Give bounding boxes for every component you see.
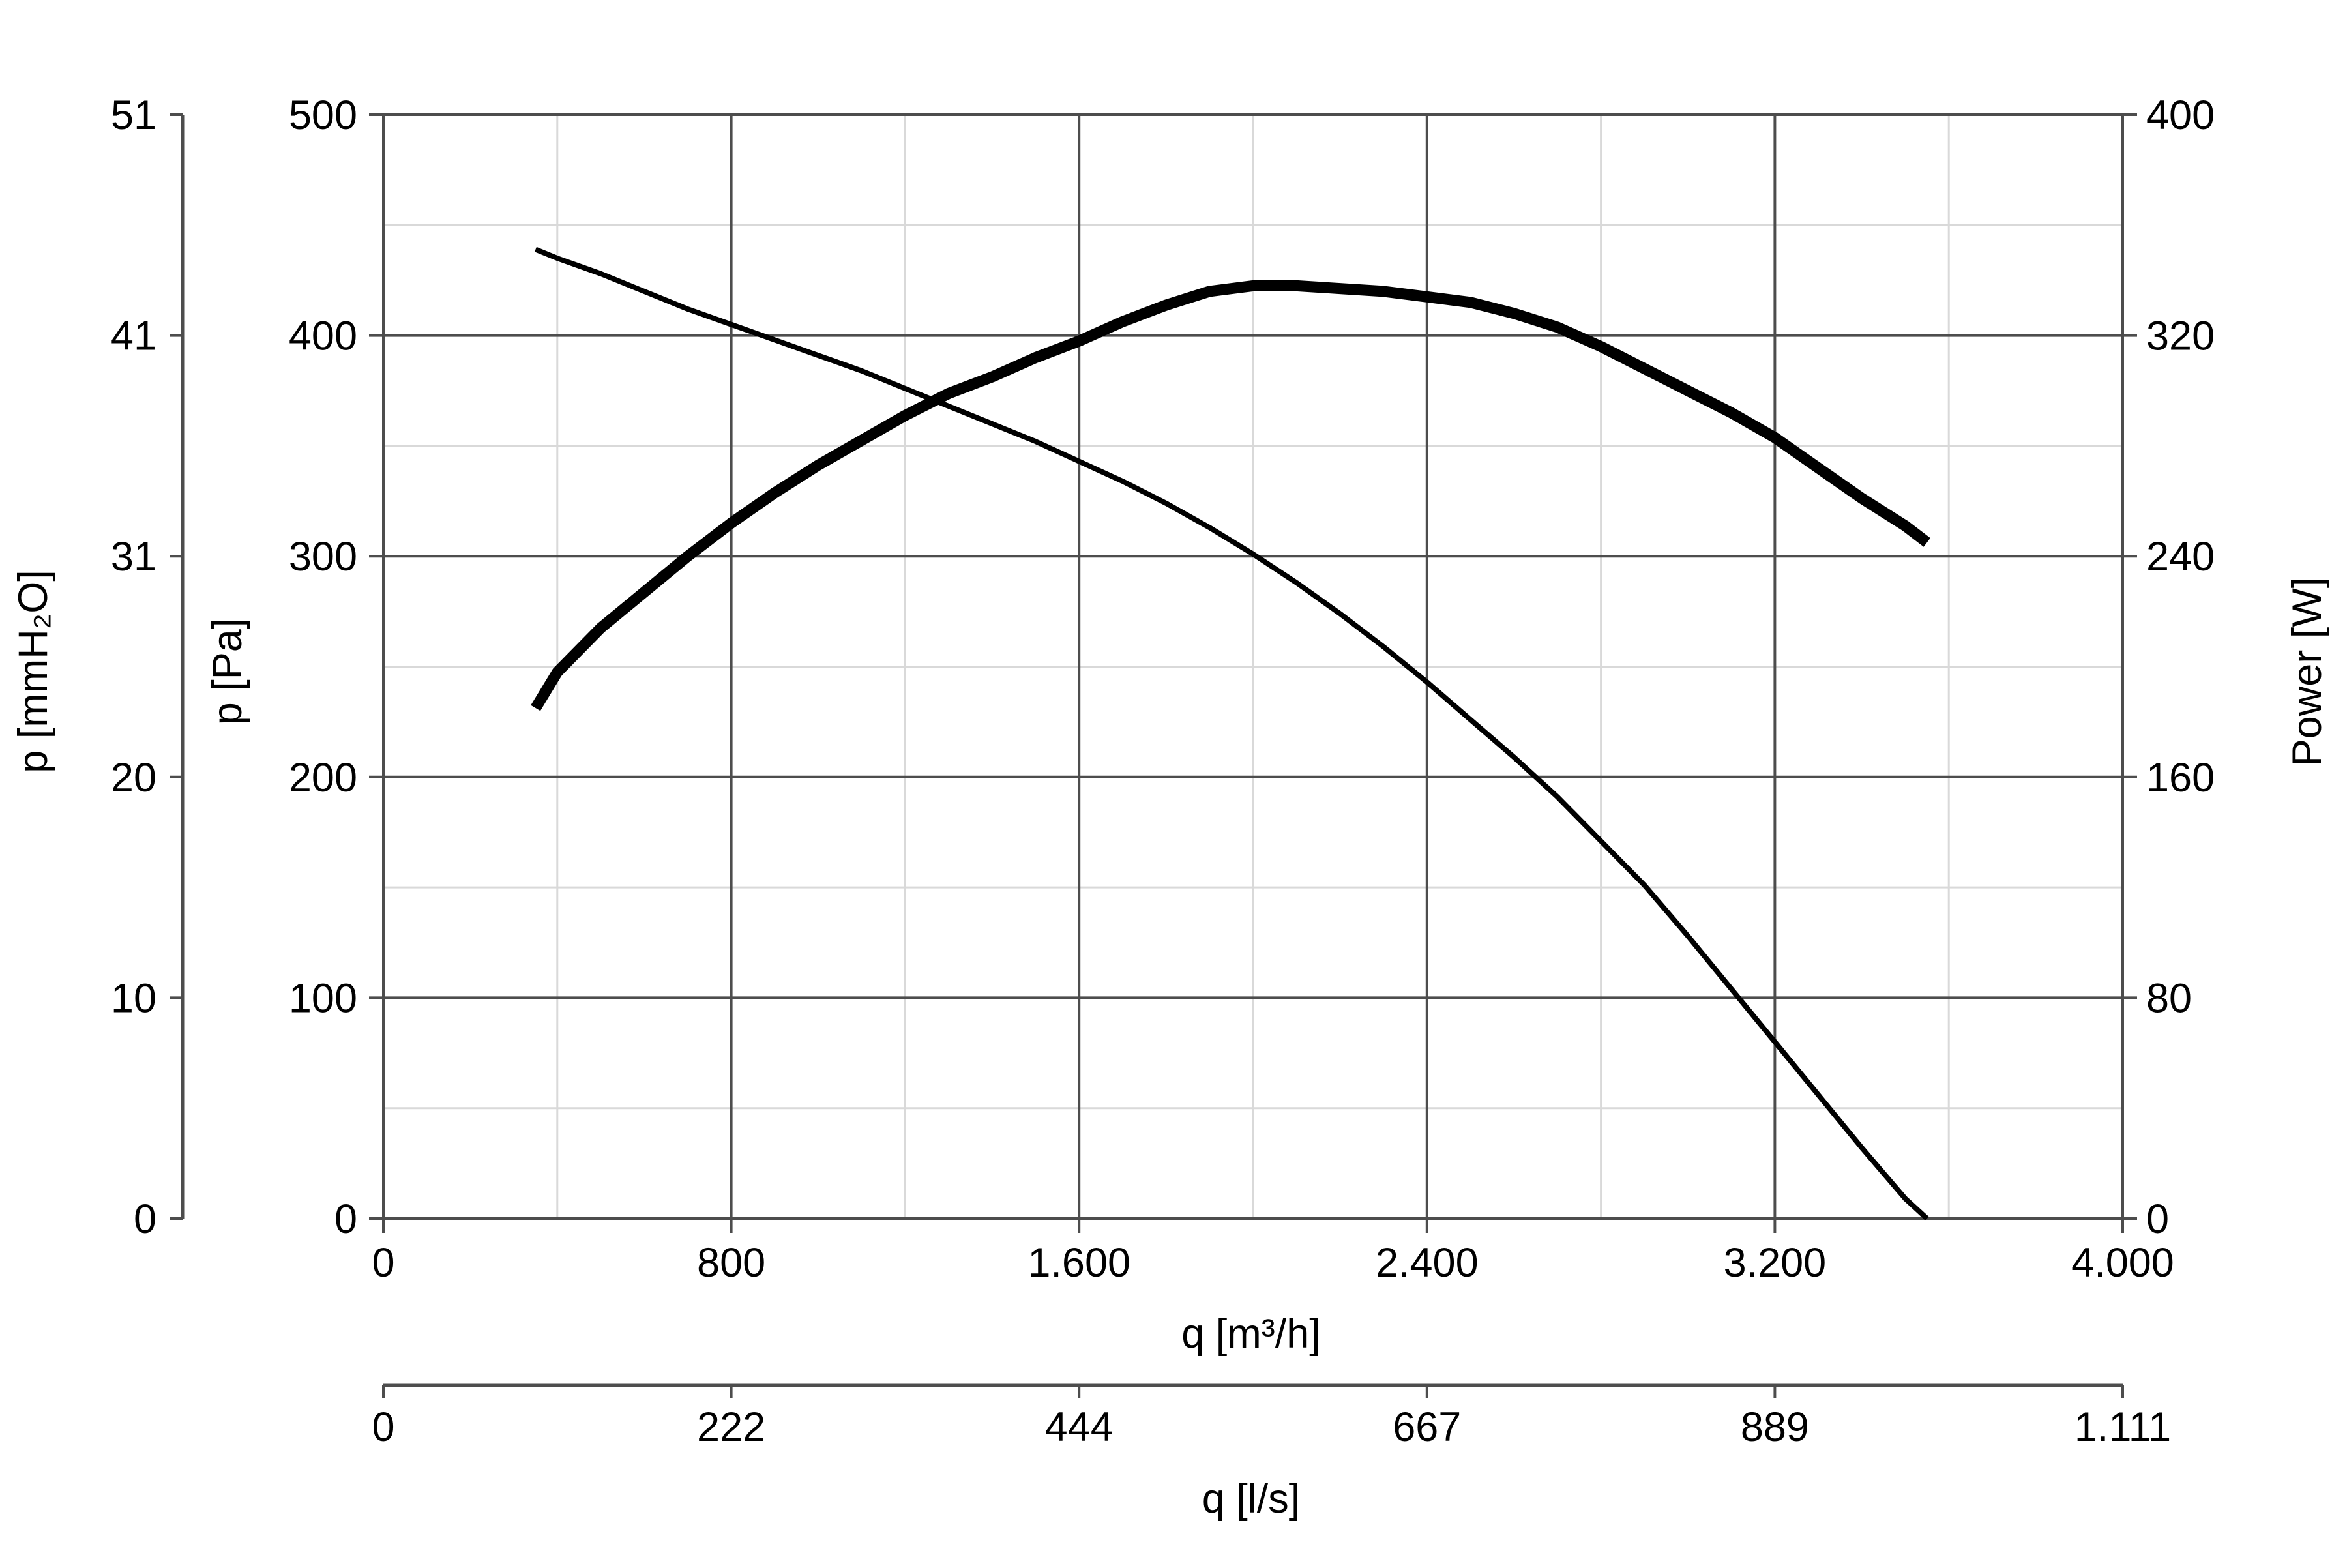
y-left-axis-label: p [Pa] xyxy=(205,618,250,726)
x2-tick-label: 0 xyxy=(372,1404,394,1450)
series-line-pressure xyxy=(534,246,1929,1220)
x2-tick-label: 889 xyxy=(1741,1404,1809,1450)
y-right-tick-label: 400 xyxy=(2146,93,2215,138)
y-left2-tick-label: 10 xyxy=(111,975,156,1021)
axes: 0 100 200 300 400 500 0 10 20 31 41 51 0 80 160 240 320 4… xyxy=(111,93,2215,1450)
x2-axis-label: q [l/s] xyxy=(1202,1476,1301,1522)
x-tick-label: 800 xyxy=(697,1240,765,1286)
y-left-tick-label: 200 xyxy=(289,755,357,801)
major-gridlines xyxy=(382,113,2124,1220)
y-right-tick-label: 0 xyxy=(2146,1196,2169,1242)
minor-gridlines xyxy=(383,115,2123,1219)
y-left2-tick-label: 41 xyxy=(111,314,156,359)
x-axis-label: q [m³/h] xyxy=(1181,1311,1321,1357)
x-tick-label: 0 xyxy=(372,1240,394,1286)
y-left2-tick-label: 51 xyxy=(111,93,156,138)
data-series xyxy=(531,246,1930,1220)
x-tick-label: 2.400 xyxy=(1376,1240,1479,1286)
y-left2-tick-label: 20 xyxy=(111,755,156,801)
x-tick-label: 3.200 xyxy=(1724,1240,1827,1286)
x2-tick-label: 444 xyxy=(1045,1404,1114,1450)
x-tick-label: 1.600 xyxy=(1027,1240,1130,1286)
y-right-tick-label: 240 xyxy=(2146,534,2215,580)
y-right-tick-label: 80 xyxy=(2146,975,2192,1021)
x2-tick-label: 1.111 xyxy=(2074,1404,2171,1450)
y-left2-tick-label: 31 xyxy=(111,534,156,580)
y-right-axis-label: Power [W] xyxy=(2284,577,2330,767)
axis-labels: q [m³/h] q [l/s] p [Pa] p [mmH₂O] Power … xyxy=(10,570,2330,1522)
series-line-power xyxy=(531,280,1930,711)
x-tick-label: 4.000 xyxy=(2071,1240,2174,1286)
y-left-tick-label: 300 xyxy=(289,534,357,580)
y-left2-axis-label: p [mmH₂O] xyxy=(10,570,56,773)
y-left-tick-label: 500 xyxy=(289,93,357,138)
y-left-tick-label: 0 xyxy=(334,1196,357,1242)
x2-tick-label: 222 xyxy=(697,1404,765,1450)
y-left-tick-label: 400 xyxy=(289,314,357,359)
y-right-tick-label: 160 xyxy=(2146,755,2215,801)
y-left-tick-label: 100 xyxy=(289,975,357,1021)
y-right-tick-label: 320 xyxy=(2146,314,2215,359)
y-left2-tick-label: 0 xyxy=(134,1196,156,1242)
x2-tick-label: 667 xyxy=(1393,1404,1461,1450)
